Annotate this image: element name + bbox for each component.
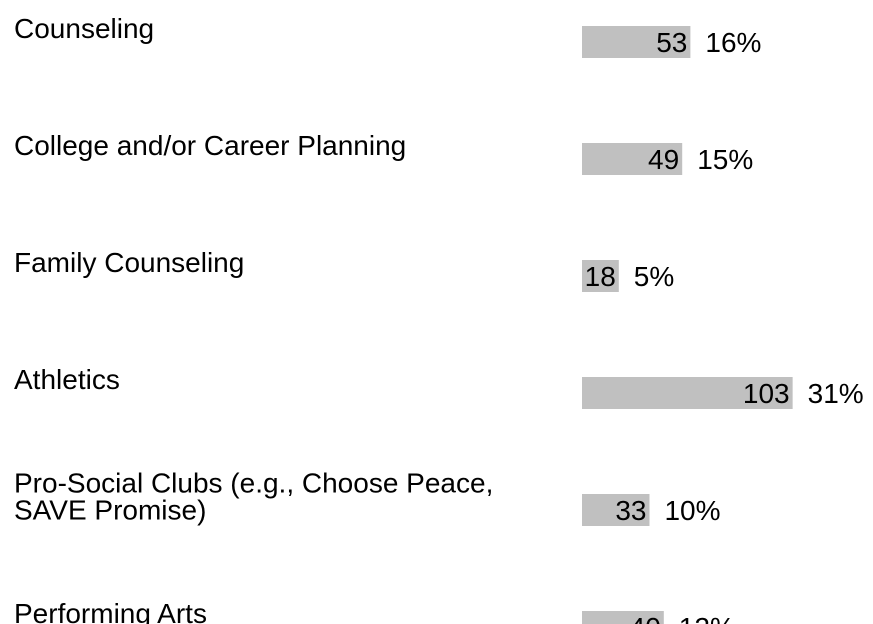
- value-label: 33: [615, 495, 646, 526]
- percent-label: 10%: [664, 495, 720, 526]
- category-label: Pro-Social Clubs (e.g., Choose Peace,: [14, 468, 493, 499]
- bar: [582, 143, 683, 175]
- percent-label: 5%: [634, 261, 674, 292]
- value-label: 103: [743, 378, 790, 409]
- category-label: Counseling: [14, 13, 154, 44]
- category-label: College and/or Career Planning: [14, 130, 406, 161]
- percent-label: 31%: [808, 378, 864, 409]
- value-label: 53: [656, 27, 687, 58]
- chart-rows: Counseling 53 16% College and/or Career Pla…: [14, 13, 864, 624]
- value-label: 18: [585, 261, 616, 292]
- value-label: 40: [630, 612, 661, 624]
- bar: [582, 611, 664, 624]
- category-label: Athletics: [14, 364, 120, 395]
- percent-label: 16%: [705, 27, 761, 58]
- percent-label: 15%: [697, 144, 753, 175]
- bar: [582, 260, 619, 292]
- value-label: 49: [648, 144, 679, 175]
- category-label: SAVE Promise): [14, 495, 206, 526]
- bar: [582, 494, 650, 526]
- category-label: Family Counseling: [14, 247, 244, 278]
- category-label: Performing Arts: [14, 598, 207, 624]
- bar: [582, 377, 793, 409]
- percent-label: 12%: [679, 612, 735, 624]
- bar: [582, 26, 691, 58]
